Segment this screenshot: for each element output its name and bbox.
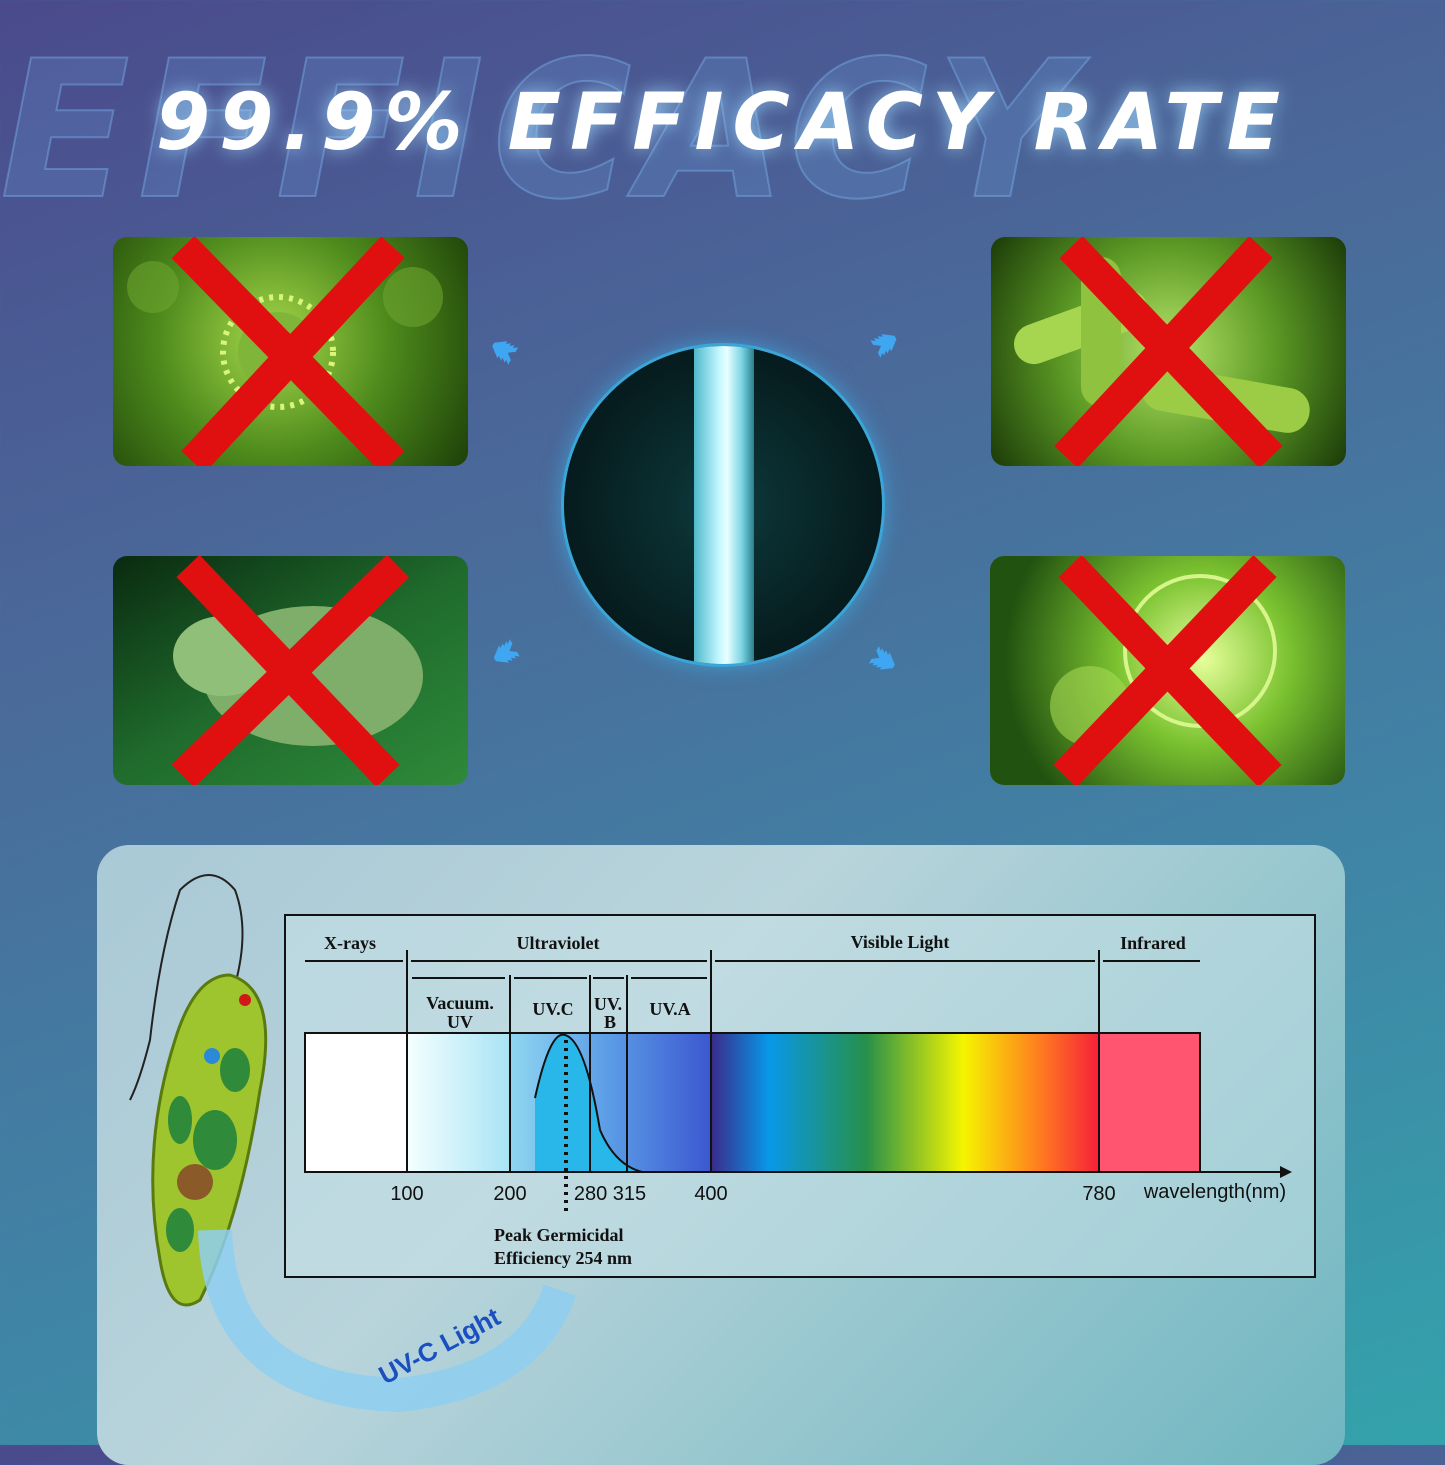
tick-label: 100 — [390, 1183, 423, 1205]
label-ultraviolet: Ultraviolet — [517, 933, 600, 953]
label-uva: UV.A — [649, 999, 690, 1019]
red-x-icon — [1053, 556, 1282, 785]
tick-label: 280 315 — [574, 1183, 646, 1205]
label-visible: Visible Light — [851, 932, 950, 952]
peak-label-1: Peak Germicidal — [494, 1225, 623, 1245]
uvc-light-arrow — [198, 1229, 577, 1413]
tick-label: 200 — [493, 1183, 526, 1205]
uv-tube — [694, 346, 754, 664]
red-x-icon — [171, 556, 410, 785]
euglena-illustration — [129, 874, 268, 1307]
mold-spores-image — [990, 556, 1345, 785]
page-title: 99.9% EFFICACY RATE — [155, 78, 1290, 168]
label-uvb-2: B — [604, 1012, 616, 1032]
label-infrared: Infrared — [1120, 933, 1186, 953]
label-uvb-1: UV. — [594, 994, 622, 1014]
peak-label-2: Efficiency 254 nm — [494, 1248, 632, 1268]
label-vacuum-uv-1: Vacuum. — [426, 993, 494, 1013]
watermark-text: EFFICACY — [0, 19, 1082, 242]
dust-mite-image — [113, 556, 468, 785]
tick-label: 400 — [694, 1183, 727, 1205]
label-vacuum-uv-2: UV — [447, 1012, 473, 1032]
tick-label: 780 — [1082, 1183, 1115, 1205]
uv-lamp-image — [561, 343, 885, 667]
label-uvc: UV.C — [532, 999, 573, 1019]
germicidal-curve — [535, 1034, 642, 1172]
red-x-icon — [1054, 237, 1283, 466]
red-x-icon — [171, 237, 405, 466]
label-xrays: X-rays — [324, 933, 376, 953]
axis-label: wavelength(nm) — [1143, 1181, 1286, 1203]
bacteria-image — [991, 237, 1346, 466]
virus-image — [113, 237, 468, 466]
